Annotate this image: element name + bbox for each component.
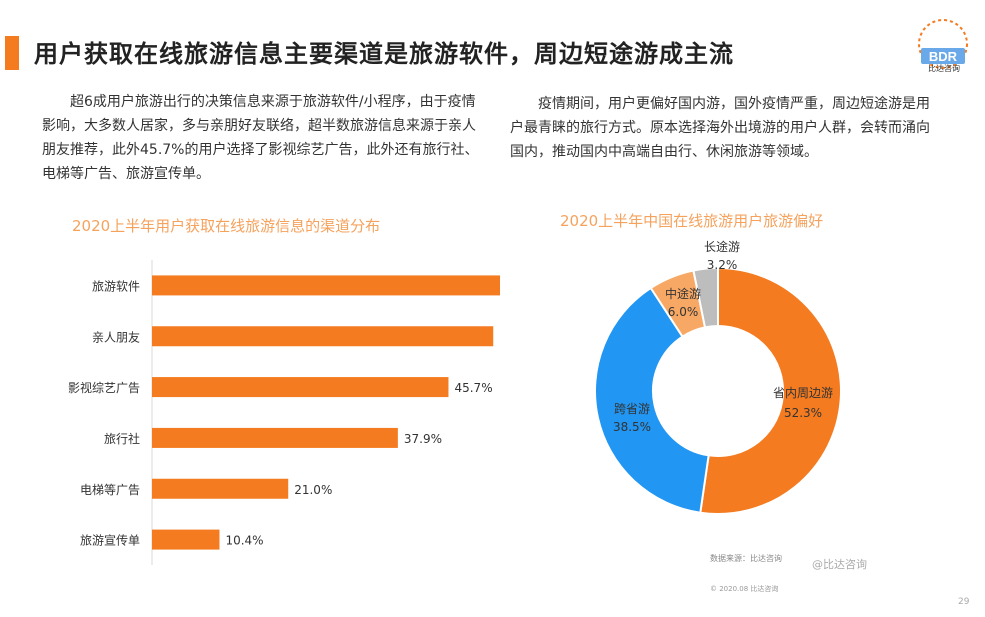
- page-title: 用户获取在线旅游信息主要渠道是旅游软件，周边短途游成主流: [34, 40, 734, 68]
- donut-value-label: 52.3%: [784, 406, 822, 420]
- channel-bar-chart: 旅游软件63.2%亲人朋友52.6%影视综艺广告45.7%旅行社37.9%电梯等…: [68, 260, 500, 565]
- bar-5: [152, 529, 220, 550]
- logo-subtitle: 比达咨询: [928, 64, 960, 73]
- bar-1: [152, 326, 494, 347]
- donut-category-label: 跨省游: [614, 402, 650, 416]
- bar-value-label: 52.6%: [499, 330, 500, 344]
- bar-4: [152, 478, 289, 499]
- bar-value-label: 45.7%: [454, 381, 492, 395]
- right-description: 疫情期间，用户更偏好国内游，国外疫情严重，周边短途游是用户最青睐的旅行方式。原本…: [510, 96, 930, 160]
- title-accent-bar: [5, 36, 19, 70]
- donut-value-label: 3.2%: [707, 258, 738, 272]
- donut-value-label: 38.5%: [613, 420, 651, 434]
- bdr-logo-icon: BDR: [918, 19, 968, 69]
- bar-value-label: 10.4%: [225, 534, 263, 548]
- pie-chart-title: 2020上半年中国在线旅游用户旅游偏好: [560, 212, 824, 230]
- donut-slice-0: [699, 266, 842, 515]
- bar-category-label: 亲人朋友: [92, 330, 140, 344]
- bar-value-label: 37.9%: [404, 432, 442, 446]
- logo-text: BDR: [929, 49, 958, 64]
- bar-chart-title: 2020上半年用户获取在线旅游信息的渠道分布: [72, 217, 381, 235]
- donut-value-label: 6.0%: [668, 305, 699, 319]
- bar-category-label: 电梯等广告: [80, 483, 140, 497]
- bar-value-label: 21.0%: [294, 483, 332, 497]
- bar-category-label: 影视综艺广告: [68, 380, 140, 395]
- bar-category-label: 旅游软件: [92, 279, 140, 293]
- donut-slice-1: [594, 286, 710, 514]
- bar-2: [152, 377, 449, 398]
- bar-3: [152, 427, 398, 448]
- page-number: 29: [958, 597, 970, 607]
- left-description: 超6成用户旅游出行的决策信息来源于旅游软件/小程序，由于疫情影响，大多数人居家，…: [42, 94, 479, 182]
- donut-category-label: 省内周边游: [773, 386, 833, 400]
- bar-0: [152, 275, 500, 296]
- donut-category-label: 长途游: [704, 239, 740, 254]
- copyright: © 2020.08 比达咨询: [710, 585, 779, 593]
- data-source: 数据来源：比达咨询: [710, 554, 782, 563]
- donut-slice-3: [692, 266, 719, 329]
- watermark: @比达咨询: [812, 558, 867, 571]
- donut-category-label: 中途游: [665, 286, 701, 301]
- bar-category-label: 旅游宣传单: [80, 533, 140, 548]
- bar-category-label: 旅行社: [104, 431, 140, 446]
